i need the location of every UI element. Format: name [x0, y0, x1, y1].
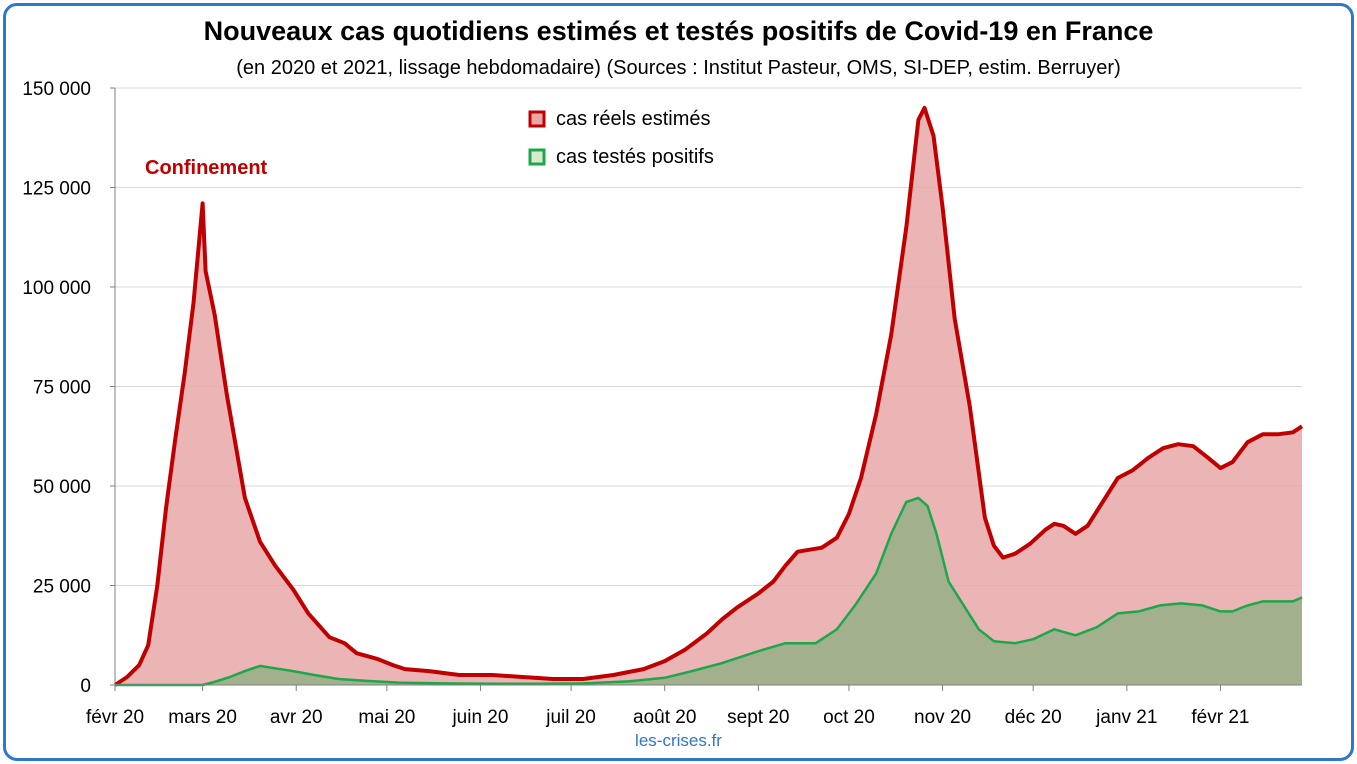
- legend-swatch-real: [528, 110, 546, 128]
- x-tick-label: déc 20: [1005, 707, 1062, 728]
- annotation-confinement: Confinement: [145, 157, 268, 179]
- x-tick-label: oct 20: [823, 707, 875, 728]
- x-tick-label: févr 21: [1191, 707, 1249, 728]
- legend-label-tested: cas testés positifs: [556, 146, 714, 168]
- x-tick-label: sept 20: [727, 707, 789, 728]
- chart-subtitle: (en 2020 et 2021, lissage hebdomadaire) …: [236, 57, 1121, 79]
- series-area-0: [115, 107, 1302, 685]
- x-tick-label: mars 20: [168, 707, 237, 728]
- x-tick-label: févr 20: [86, 707, 144, 728]
- x-tick-label: nov 20: [914, 707, 971, 728]
- x-tick-label: août 20: [633, 707, 696, 728]
- x-tick-label: juin 20: [451, 707, 508, 728]
- series-line-0: [113, 105, 1304, 687]
- x-tick-label: janv 21: [1095, 707, 1157, 728]
- series-areas: [113, 105, 1304, 687]
- legend-swatch-tested: [528, 148, 546, 166]
- x-tick-labels: févr 20 mars 20 avr 20 mai 20 juin 20 juil 20…: [86, 707, 1250, 728]
- y-tick-label: 25 000: [33, 577, 91, 598]
- y-tick-label: 0: [80, 676, 91, 697]
- x-tick-label: avr 20: [270, 707, 323, 728]
- y-tick-label: 100 000: [22, 278, 91, 299]
- y-tick-label: 50 000: [33, 477, 91, 498]
- legend-label-real: cas réels estimés: [556, 108, 711, 130]
- x-tick-label: mai 20: [358, 707, 415, 728]
- x-tick-label: juil 20: [545, 707, 596, 728]
- chart-title: Nouveaux cas quotidiens estimés et testé…: [203, 16, 1154, 46]
- y-tick-labels: 0 25 000 50 000 75 000 100 000 125 000 150 000: [22, 79, 91, 697]
- legend: cas réels estimés cas testés positifs: [528, 108, 714, 168]
- series-line-1: [115, 496, 1303, 687]
- y-tick-label: 125 000: [22, 179, 91, 200]
- series-area-1: [115, 497, 1302, 685]
- y-tick-label: 75 000: [33, 378, 91, 399]
- y-tick-label: 150 000: [22, 79, 91, 100]
- source-credit: les-crises.fr: [635, 731, 722, 750]
- axes: [110, 87, 1302, 691]
